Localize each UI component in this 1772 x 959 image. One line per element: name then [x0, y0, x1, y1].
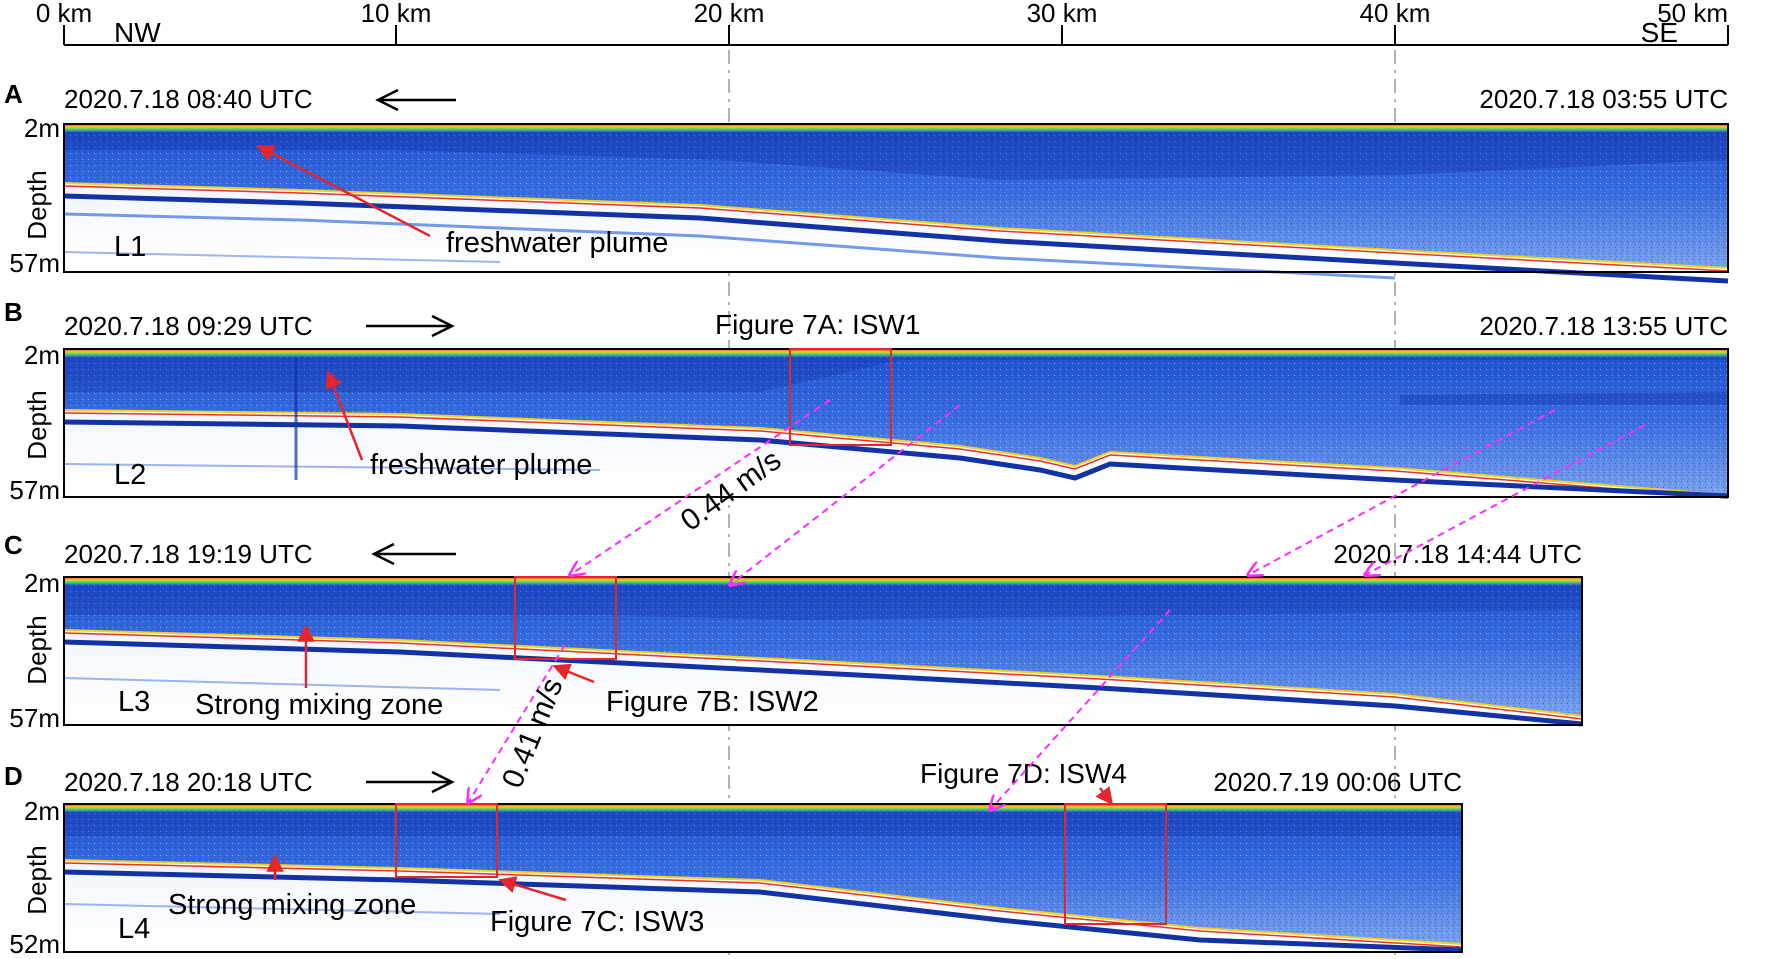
scale-tick-label: 0 km — [36, 0, 92, 28]
end-time-label: 2020.7.19 00:06 UTC — [1213, 767, 1462, 797]
depth-top-label: 2m — [24, 113, 60, 143]
tracking-line — [730, 404, 961, 585]
arrow-right-icon — [366, 770, 455, 794]
panel-d: D 2020.7.18 20:18 UTC Figure 7D: ISW4 20… — [4, 758, 1463, 959]
isw2-pointer-arrow — [552, 663, 595, 684]
start-time-label: 2020.7.18 08:40 UTC — [64, 84, 313, 114]
panel-letter: A — [4, 79, 23, 109]
end-time-label: 2020.7.18 03:55 UTC — [1479, 84, 1728, 114]
isw2-highlight-box — [514, 576, 617, 660]
direction-se-label: SE — [1641, 17, 1678, 48]
distance-scale: 0 km 10 km 20 km 30 km 40 km 50 km NW SE — [36, 0, 1729, 48]
isw1-highlight-box — [789, 348, 892, 446]
depth-axis-label: Depth — [22, 615, 52, 684]
start-time-label: 2020.7.18 09:29 UTC — [64, 311, 313, 341]
start-time-label: 2020.7.18 20:18 UTC — [64, 767, 313, 797]
depth-bottom-label: 57m — [9, 475, 60, 505]
arrow-right-icon — [366, 314, 455, 338]
echogram-c — [63, 576, 1583, 727]
tracking-line — [1365, 424, 1646, 575]
panel-letter: D — [4, 761, 23, 791]
depth-top-label: 2m — [24, 568, 60, 598]
direction-nw-label: NW — [114, 17, 161, 48]
plume-pointer-arrow — [325, 370, 364, 461]
depth-bottom-label: 57m — [9, 248, 60, 278]
depth-bottom-label: 57m — [9, 703, 60, 733]
isw4-highlight-box — [1064, 803, 1167, 925]
depth-top-label: 2m — [24, 796, 60, 826]
survey-line-label: L4 — [118, 913, 150, 945]
depth-axis-label: Depth — [22, 845, 52, 914]
depth-axis-label: Depth — [22, 170, 52, 239]
depth-bottom-label: 52m — [9, 929, 60, 959]
scale-tick-label: 40 km — [1360, 0, 1431, 28]
tracking-line — [990, 609, 1171, 810]
panel-letter: B — [4, 297, 23, 327]
depth-axis-label: Depth — [22, 390, 52, 459]
echogram-a — [63, 123, 1729, 284]
scale-tick-label: 30 km — [1027, 0, 1098, 28]
isw2-figure-label: Figure 7B: ISW2 — [606, 686, 819, 718]
end-time-label: 2020.7.18 13:55 UTC — [1479, 311, 1728, 341]
isw3-figure-label: Figure 7C: ISW3 — [490, 906, 704, 938]
tracking-line — [468, 644, 566, 803]
echogram-b — [63, 348, 1729, 499]
end-time-label: 2020.7.18 14:44 UTC — [1333, 539, 1582, 569]
scale-tick-label: 10 km — [361, 0, 432, 28]
arrow-left-icon — [371, 542, 456, 566]
survey-line-label: L3 — [118, 686, 150, 718]
depth-top-label: 2m — [24, 340, 60, 370]
isw3-highlight-box — [395, 803, 498, 878]
mixing-zone-label: Strong mixing zone — [195, 689, 443, 721]
isw3-pointer-arrow — [498, 876, 567, 902]
mixing-zone-label: Strong mixing zone — [168, 889, 416, 921]
echogram-d — [63, 803, 1463, 953]
plume-pointer-arrow — [256, 144, 431, 238]
panel-c: C 2020.7.18 19:19 UTC 2020.7.18 14:44 UT… — [4, 530, 1583, 733]
arrow-left-icon — [375, 88, 456, 112]
panel-a: A 2020.7.18 08:40 UTC 2020.7.18 03:55 UT… — [4, 79, 1729, 284]
isw-tracking-lines — [468, 399, 1646, 810]
tracking-line — [1248, 409, 1556, 575]
freshwater-plume-label: freshwater plume — [370, 449, 592, 481]
start-time-label: 2020.7.18 19:19 UTC — [64, 539, 313, 569]
panel-letter: C — [4, 530, 23, 560]
scale-tick-label: 50 km — [1657, 0, 1728, 28]
isw1-figure-label: Figure 7A: ISW1 — [715, 309, 920, 340]
freshwater-plume-label: freshwater plume — [446, 227, 668, 259]
tracking-line — [570, 399, 831, 575]
scale-tick-label: 20 km — [694, 0, 765, 28]
isw4-pointer-arrow — [1095, 786, 1114, 806]
survey-line-label: L1 — [114, 231, 146, 263]
survey-line-label: L2 — [114, 459, 146, 491]
panel-b: B 2020.7.18 09:29 UTC Figure 7A: ISW1 20… — [4, 297, 1729, 505]
